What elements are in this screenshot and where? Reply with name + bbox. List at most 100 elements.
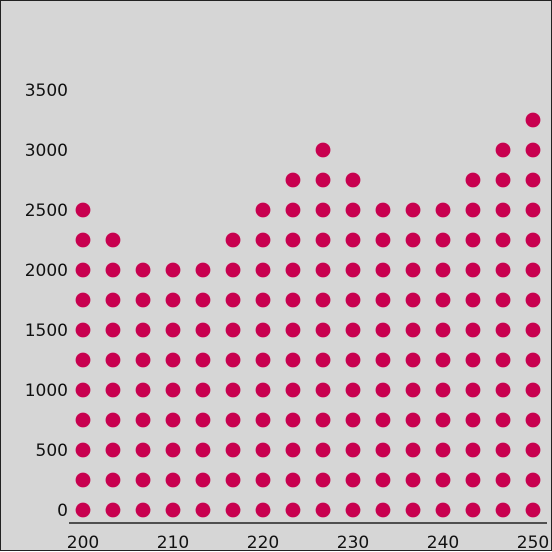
data-dot (405, 292, 421, 308)
data-dot (465, 352, 481, 368)
data-dot (105, 262, 121, 278)
data-dot (165, 442, 181, 458)
data-dot (465, 442, 481, 458)
data-dot (435, 322, 451, 338)
data-dot (345, 412, 361, 428)
data-dot (375, 472, 391, 488)
data-dot (315, 322, 331, 338)
data-dot (345, 232, 361, 248)
data-dot (345, 202, 361, 218)
data-dot (225, 382, 241, 398)
data-dot (525, 232, 541, 248)
y-tick-label: 0 (57, 501, 68, 521)
data-dot (525, 382, 541, 398)
data-dot (525, 472, 541, 488)
data-dot (105, 472, 121, 488)
data-dot (105, 232, 121, 248)
data-dot (255, 472, 271, 488)
data-dot (75, 262, 91, 278)
data-dot (165, 262, 181, 278)
data-dot (345, 172, 361, 188)
data-dot (135, 502, 151, 518)
data-dot (435, 352, 451, 368)
data-dot (345, 442, 361, 458)
data-dot (495, 442, 511, 458)
data-dot (255, 322, 271, 338)
data-dot (495, 232, 511, 248)
data-dot (375, 322, 391, 338)
data-dot (495, 502, 511, 518)
data-dot (315, 472, 331, 488)
y-tick-label: 1500 (25, 321, 68, 341)
data-dot (195, 442, 211, 458)
data-dot (225, 292, 241, 308)
x-tick-label: 200 (67, 533, 99, 552)
data-dot (525, 502, 541, 518)
data-dot (525, 112, 541, 128)
data-dot (405, 232, 421, 248)
data-dot (435, 442, 451, 458)
data-dot (405, 472, 421, 488)
data-dot (75, 202, 91, 218)
data-dot (375, 202, 391, 218)
data-dot (255, 412, 271, 428)
x-tick-label: 230 (337, 533, 369, 552)
data-dot (135, 262, 151, 278)
data-dot (285, 352, 301, 368)
y-tick-label: 1000 (25, 381, 68, 401)
data-dot (225, 322, 241, 338)
data-dot (105, 352, 121, 368)
data-dot (525, 442, 541, 458)
y-tick-label: 3000 (25, 141, 68, 161)
data-dot (225, 412, 241, 428)
data-dot (345, 382, 361, 398)
data-dot (315, 172, 331, 188)
data-dot (315, 292, 331, 308)
data-dot (435, 502, 451, 518)
y-tick-label: 2000 (25, 261, 68, 281)
data-dot (105, 442, 121, 458)
data-dot (225, 232, 241, 248)
data-dot (135, 412, 151, 428)
data-dot (405, 412, 421, 428)
data-dot (135, 442, 151, 458)
data-dot (315, 232, 331, 248)
data-dot (525, 172, 541, 188)
data-dot (375, 292, 391, 308)
data-dot (255, 292, 271, 308)
data-dot (135, 472, 151, 488)
data-dot (405, 352, 421, 368)
data-dot (465, 412, 481, 428)
data-dot (315, 352, 331, 368)
data-dot (375, 232, 391, 248)
data-dot (75, 412, 91, 428)
data-dot (405, 382, 421, 398)
data-dot (75, 472, 91, 488)
data-dot (165, 502, 181, 518)
data-dot (285, 412, 301, 428)
data-dot (435, 262, 451, 278)
data-dot (75, 232, 91, 248)
data-dot (495, 472, 511, 488)
data-dot (345, 502, 361, 518)
data-dot (255, 232, 271, 248)
data-dot (285, 472, 301, 488)
data-dot (135, 292, 151, 308)
data-dot (285, 172, 301, 188)
data-dot (135, 322, 151, 338)
x-axis-ticks: 200 210 220 230 240 250 (67, 533, 549, 552)
data-dot (315, 412, 331, 428)
data-dot (165, 292, 181, 308)
data-dot (435, 412, 451, 428)
data-dot (525, 142, 541, 158)
data-dot (345, 262, 361, 278)
data-dot (465, 262, 481, 278)
data-dot (495, 262, 511, 278)
data-dot (165, 322, 181, 338)
data-dot (465, 472, 481, 488)
data-dot (375, 502, 391, 518)
data-dot (375, 442, 391, 458)
data-dot (195, 262, 211, 278)
data-dot (495, 412, 511, 428)
